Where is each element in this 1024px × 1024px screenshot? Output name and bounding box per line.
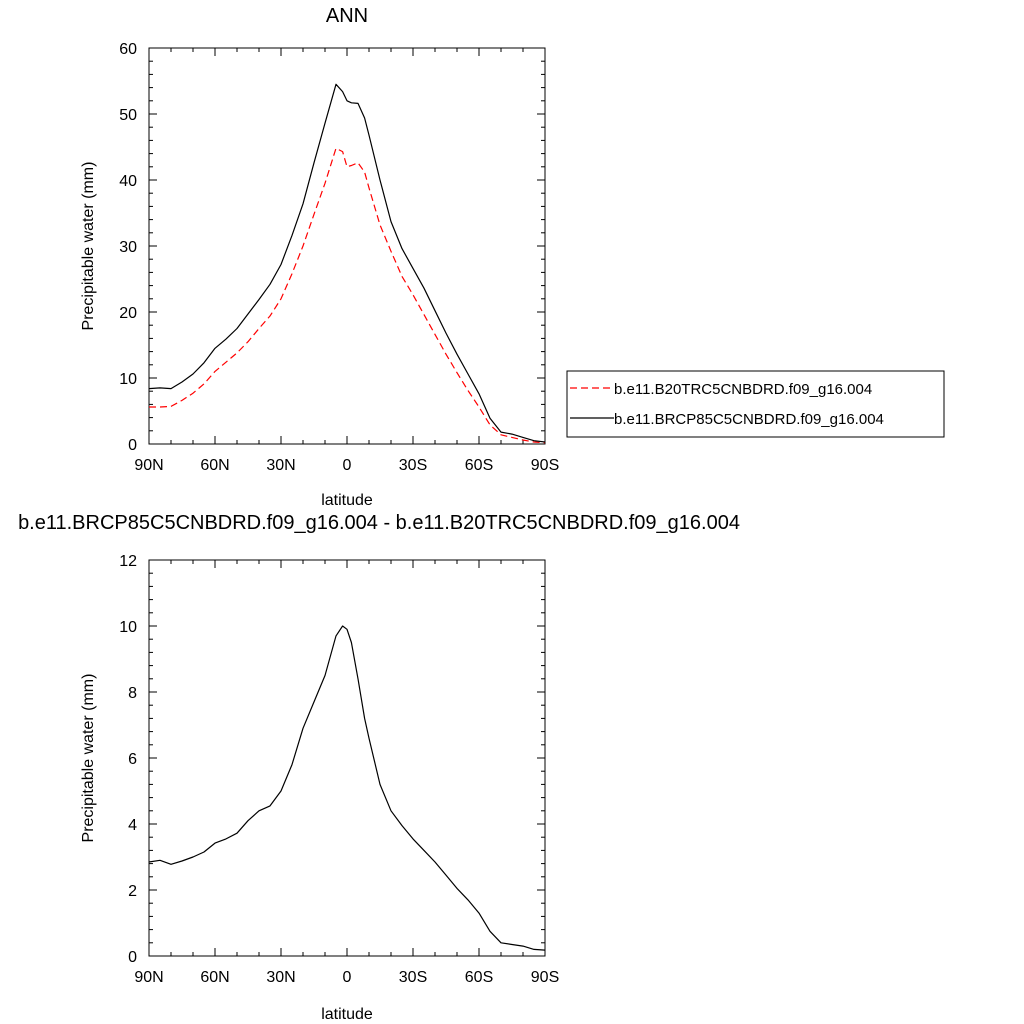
bottom-panel: b.e11.BRCP85C5CNBDRD.f09_g16.004 - b.e11… [18, 512, 740, 1023]
legend: b.e11.B20TRC5CNBDRD.f09_g16.004 b.e11.BR… [566, 370, 945, 438]
top-y-tick-label: 40 [119, 173, 137, 190]
top-x-tick-label: 90N [134, 457, 163, 474]
bottom-x-axis-label: latitude [321, 1006, 373, 1023]
top-y-tick-label: 30 [119, 239, 137, 256]
top-x-tick-label: 60S [465, 457, 493, 474]
top-y-axis-label: Precipitable water (mm) [80, 162, 97, 331]
bottom-y-tick-label: 8 [128, 685, 137, 702]
top-x-tick-label: 30N [266, 457, 295, 474]
top-series-line-0 [149, 147, 546, 444]
bottom-x-tick-label: 90N [134, 969, 163, 986]
top-x-tick-label: 0 [343, 457, 352, 474]
bottom-y-tick-label: 12 [119, 553, 137, 570]
bottom-chart-title: b.e11.BRCP85C5CNBDRD.f09_g16.004 - b.e11… [18, 512, 740, 534]
top-x-tick-label: 90S [531, 457, 559, 474]
top-panel: ANN latitude Precipitable water (mm) 90N… [80, 5, 945, 509]
bottom-x-tick-label: 60N [200, 969, 229, 986]
bottom-plot-frame [148, 559, 546, 957]
top-y-tick-label: 60 [119, 41, 137, 58]
bottom-y-tick-label: 4 [128, 817, 137, 834]
top-y-tick-label: 10 [119, 371, 137, 388]
top-x-tick-label: 30S [399, 457, 427, 474]
bottom-x-tick-label: 30S [399, 969, 427, 986]
legend-box [566, 370, 945, 438]
top-x-axis-label: latitude [321, 492, 373, 509]
bottom-y-tick-label: 2 [128, 883, 137, 900]
legend-label-rcp85: b.e11.BRCP85C5CNBDRD.f09_g16.004 [614, 411, 884, 428]
top-chart-title: ANN [326, 5, 368, 27]
top-x-tick-label: 60N [200, 457, 229, 474]
top-plot-area: 90N 60N 30N 0 30S 60S 90S 0 10 20 30 40 50 60 [119, 41, 559, 474]
top-y-tick-label: 20 [119, 305, 137, 322]
bottom-y-tick-label: 0 [128, 949, 137, 966]
bottom-y-axis-label: Precipitable water (mm) [80, 674, 97, 843]
top-y-tick-label: 50 [119, 107, 137, 124]
bottom-x-tick-label: 30N [266, 969, 295, 986]
legend-label-historical: b.e11.B20TRC5CNBDRD.f09_g16.004 [614, 381, 872, 398]
top-y-tick-label: 0 [128, 437, 137, 454]
top-series-line-1 [148, 83, 546, 443]
bottom-plot-area: 90N 60N 30N 0 30S 60S 90S 0 2 4 6 8 10 12 [119, 553, 559, 986]
bottom-x-tick-label: 90S [531, 969, 559, 986]
top-plot-frame [148, 47, 546, 445]
bottom-series-line-0 [148, 625, 546, 951]
bottom-y-tick-label: 10 [119, 619, 137, 636]
bottom-x-tick-label: 0 [343, 969, 352, 986]
bottom-y-tick-label: 6 [128, 751, 137, 768]
bottom-x-tick-label: 60S [465, 969, 493, 986]
